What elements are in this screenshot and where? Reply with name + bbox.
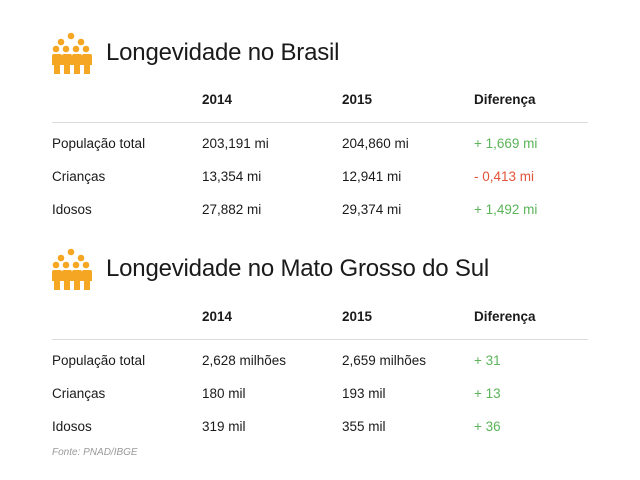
value-diferenca: + 13 bbox=[474, 386, 501, 401]
value-2014: 2,628 milhões bbox=[202, 353, 287, 368]
table-row: População total 203,191 mi 204,860 mi + … bbox=[52, 123, 588, 161]
value-2014: 13,354 mi bbox=[202, 169, 262, 184]
source-note: Fonte: PNAD/IBGE bbox=[52, 447, 138, 458]
row-label: Idosos bbox=[52, 202, 92, 217]
people-group-icon bbox=[52, 248, 92, 290]
people-group-icon bbox=[52, 32, 92, 74]
column-header-diferenca: Diferença bbox=[474, 92, 588, 123]
column-header-2014: 2014 bbox=[202, 92, 342, 123]
column-header-label bbox=[52, 92, 202, 123]
column-header-2015: 2015 bbox=[342, 309, 474, 340]
table-row: População total 2,628 milhões 2,659 milh… bbox=[52, 340, 588, 378]
table-header-row: 2014 2015 Diferença bbox=[52, 92, 588, 123]
column-header-label bbox=[52, 309, 202, 340]
value-diferenca: + 1,669 mi bbox=[474, 136, 538, 151]
value-diferenca: + 1,492 mi bbox=[474, 202, 538, 217]
value-2014: 180 mil bbox=[202, 386, 246, 401]
row-label: Crianças bbox=[52, 386, 106, 401]
value-2014: 319 mil bbox=[202, 419, 246, 434]
value-diferenca: + 36 bbox=[474, 419, 501, 434]
value-2015: 29,374 mi bbox=[342, 202, 402, 217]
section-header: Longevidade no Mato Grosso do Sul bbox=[50, 248, 489, 290]
row-label: População total bbox=[52, 136, 146, 151]
value-2014: 27,882 mi bbox=[202, 202, 262, 217]
column-header-2014: 2014 bbox=[202, 309, 342, 340]
section-title: Longevidade no Mato Grosso do Sul bbox=[106, 255, 489, 282]
table-row: Crianças 13,354 mi 12,941 mi - 0,413 mi bbox=[52, 160, 588, 193]
value-2015: 204,860 mi bbox=[342, 136, 409, 151]
value-2014: 203,191 mi bbox=[202, 136, 269, 151]
value-diferenca: - 0,413 mi bbox=[474, 169, 535, 184]
value-2015: 12,941 mi bbox=[342, 169, 402, 184]
section-title: Longevidade no Brasil bbox=[106, 39, 340, 66]
section-header: Longevidade no Brasil bbox=[50, 32, 340, 74]
data-table: 2014 2015 Diferença População total 2,62… bbox=[52, 309, 588, 443]
value-2015: 193 mil bbox=[342, 386, 386, 401]
column-header-diferenca: Diferença bbox=[474, 309, 588, 340]
value-diferenca: + 31 bbox=[474, 353, 501, 368]
data-table: 2014 2015 Diferença População total 203,… bbox=[52, 92, 588, 226]
row-label: População total bbox=[52, 353, 146, 368]
table-header-row: 2014 2015 Diferença bbox=[52, 309, 588, 340]
row-label: Idosos bbox=[52, 419, 92, 434]
column-header-2015: 2015 bbox=[342, 92, 474, 123]
table-row: Crianças 180 mil 193 mil + 13 bbox=[52, 377, 588, 410]
value-2015: 355 mil bbox=[342, 419, 386, 434]
table-row: Idosos 319 mil 355 mil + 36 bbox=[52, 410, 588, 443]
row-label: Crianças bbox=[52, 169, 106, 184]
value-2015: 2,659 milhões bbox=[342, 353, 427, 368]
table-row: Idosos 27,882 mi 29,374 mi + 1,492 mi bbox=[52, 193, 588, 226]
